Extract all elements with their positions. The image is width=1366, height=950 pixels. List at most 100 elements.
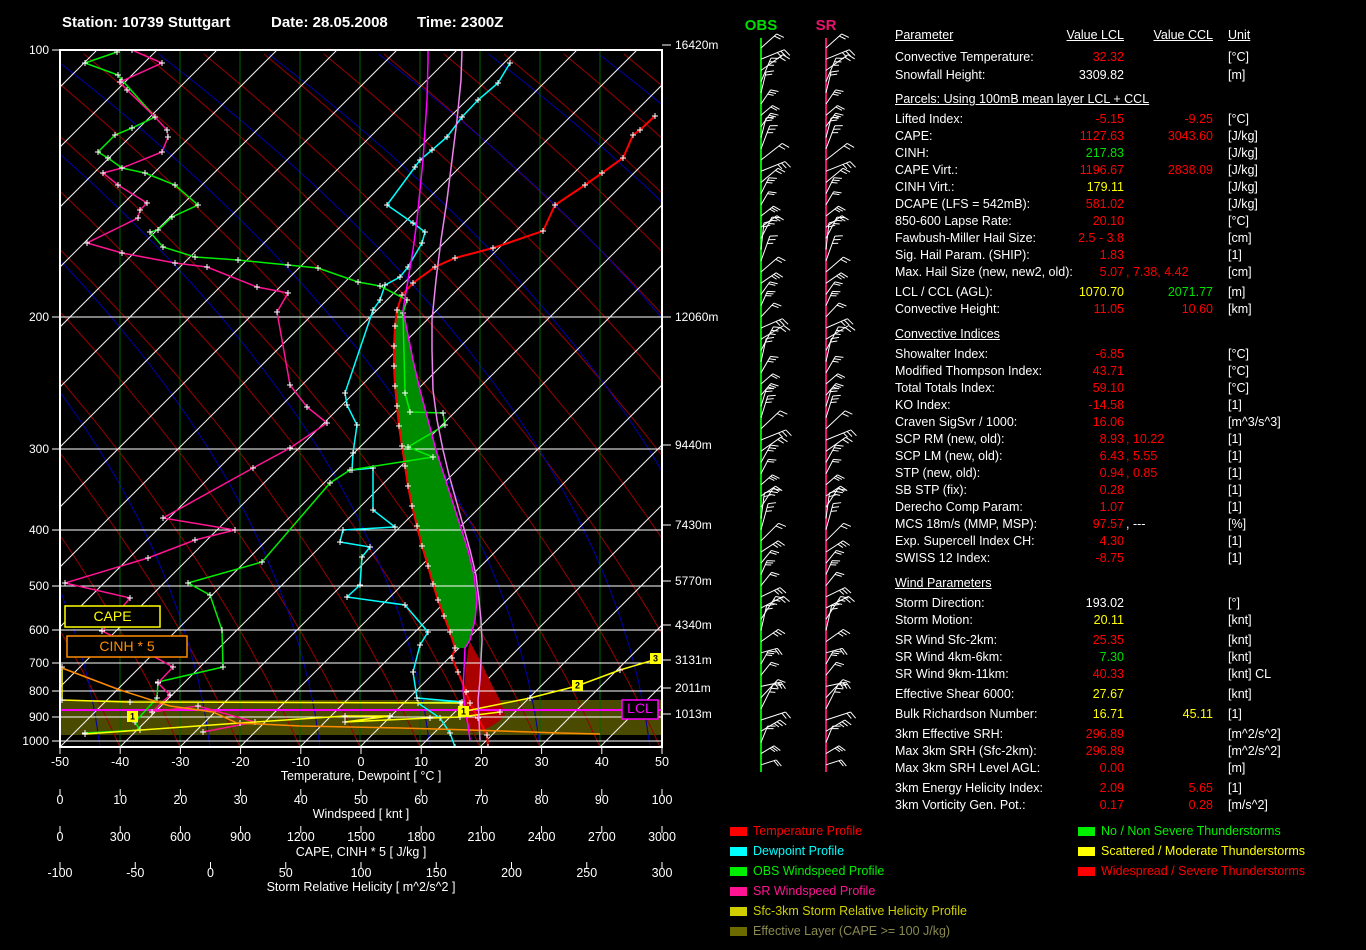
- wind-barb-flag: [850, 429, 857, 437]
- wind-barb-flag: [775, 542, 782, 547]
- wind-barb-flag: [769, 333, 776, 335]
- isotherm-line: [60, 50, 278, 268]
- wind-barb-flag: [780, 681, 786, 690]
- param-label: DCAPE (LFS = 542mB):: [895, 197, 1031, 211]
- wind-barb-flag: [763, 494, 771, 498]
- wind-barb: [760, 572, 772, 586]
- height-tick-label: 3131m: [675, 653, 712, 667]
- wind-barb-flag: [843, 319, 850, 326]
- param-value-lcl: 7.30: [1099, 650, 1124, 664]
- wind-barb: [825, 272, 842, 284]
- wind-barb-flag: [776, 413, 784, 417]
- wind-barb-flag: [835, 355, 844, 358]
- wind-barb-flag: [841, 215, 849, 221]
- wind-barb: [760, 388, 767, 407]
- param-value-lcl: 2.5 - 3.8: [1078, 231, 1124, 245]
- param-value-lcl: 4.30: [1099, 534, 1124, 548]
- wind-barb: [825, 143, 848, 161]
- dry-adiabat-line: [60, 311, 361, 747]
- wind-barb-flag: [835, 490, 843, 494]
- dry-adiabat-line: [60, 534, 181, 747]
- wind-barb-flag: [768, 177, 777, 179]
- wind-barb-flag: [778, 628, 786, 635]
- wind-barb-flag: [844, 410, 853, 415]
- wind-barb-flag: [836, 207, 843, 212]
- param-label: LCL / CCL (AGL):: [895, 285, 993, 299]
- wind-barb-flag: [776, 588, 783, 595]
- param-label: Max 3km SRH (Sfc-2km):: [895, 744, 1037, 758]
- param-value-lcl: 25.35: [1092, 633, 1124, 647]
- dry-adiabat-line: [60, 190, 481, 747]
- wind-barb-flag: [783, 49, 791, 56]
- param-unit: [1]: [1228, 248, 1242, 262]
- wind-barb-flag: [777, 438, 784, 444]
- param-unit: [cm]: [1228, 265, 1252, 279]
- srh-tick-label: -100: [47, 866, 72, 880]
- wind-barb-flag: [837, 632, 844, 637]
- windspeed-tick-label: 20: [173, 793, 187, 807]
- param-value-lcl: 11.05: [1093, 302, 1124, 316]
- wind-barb-flag: [840, 272, 849, 278]
- wind-barb-flag: [838, 745, 846, 751]
- windspeed-tick-label: 100: [652, 793, 673, 807]
- wind-barb: [825, 522, 844, 542]
- wind-barb-flag: [835, 383, 844, 387]
- windspeed-axis-title: Windspeed [ knt ]: [313, 807, 410, 821]
- param-unit: [°C]: [1228, 50, 1249, 64]
- cape-tick-label: 2700: [588, 830, 616, 844]
- wind-barb-flag: [771, 602, 778, 605]
- wind-barb-flag: [837, 373, 846, 378]
- wind-barb-flag: [773, 745, 781, 751]
- wind-barb-flag: [842, 679, 851, 683]
- param-value-lcl: 217.83: [1085, 146, 1124, 160]
- column-header-unit: Unit: [1228, 28, 1251, 42]
- wind-barb: [760, 650, 769, 665]
- param-value-lcl: 296.89: [1085, 744, 1124, 758]
- param-value-lcl: 1127.63: [1079, 129, 1124, 143]
- wind-barb: [825, 662, 837, 676]
- param-unit: [knt]: [1228, 650, 1252, 664]
- plot-area: 1 1 2 3: [60, 50, 662, 747]
- legend-severity-label: Widespread / Severe Thunderstorms: [1101, 864, 1306, 878]
- wind-barb: [825, 550, 837, 564]
- wind-barb-flag: [772, 105, 780, 110]
- pressure-tick-label: 200: [29, 310, 49, 324]
- wind-barb-flag: [778, 319, 785, 326]
- wind-barb: [825, 485, 841, 497]
- param-value-lcl: 16.71: [1092, 707, 1124, 721]
- station-label: Station: 10739 Stuttgart: [62, 14, 231, 31]
- param-label: SR Wind 9km-11km:: [895, 667, 1009, 681]
- param-label: Bulk Richardson Number:: [895, 707, 1038, 721]
- param-unit: [J/kg]: [1228, 129, 1258, 143]
- wind-barb: [760, 235, 771, 261]
- wind-barb-flag: [840, 525, 848, 530]
- wind-barb-flag: [778, 145, 786, 150]
- param-unit: [km]: [1228, 302, 1252, 316]
- wind-barb: [825, 291, 833, 306]
- wind-barb-flag: [767, 506, 775, 509]
- param-label: Snowfall Height:: [895, 68, 986, 82]
- wind-barb-flag: [765, 119, 773, 122]
- wind-barb-flag: [777, 164, 783, 170]
- wind-barb-flag: [764, 490, 773, 494]
- height-tick-label: 7430m: [675, 518, 712, 532]
- wind-barb: [825, 302, 840, 318]
- wind-barb-flag: [779, 719, 787, 726]
- wind-barb-flag: [765, 340, 773, 343]
- param-value-lcl: -6.85: [1095, 347, 1125, 361]
- windspeed-tick-label: 30: [234, 793, 248, 807]
- param-unit: [J/kg]: [1228, 146, 1258, 160]
- wind-barb-flag: [830, 119, 838, 122]
- wind-barb: [760, 161, 786, 172]
- param-label: Sig. Hail Param. (SHIP):: [895, 248, 1030, 262]
- wind-barb-flag: [848, 49, 856, 56]
- wind-barb-flag: [780, 327, 787, 333]
- param-value-lcl: 0.00: [1099, 761, 1124, 775]
- param-value-lcl: 6.43: [1099, 449, 1124, 463]
- wind-barb-flag: [775, 681, 783, 686]
- param-unit: [1]: [1228, 707, 1242, 721]
- wind-barb-flag: [765, 510, 773, 512]
- wind-barb-flag: [769, 384, 777, 388]
- temperature-tick-label: -30: [171, 755, 189, 769]
- wind-barb-flag: [834, 663, 842, 667]
